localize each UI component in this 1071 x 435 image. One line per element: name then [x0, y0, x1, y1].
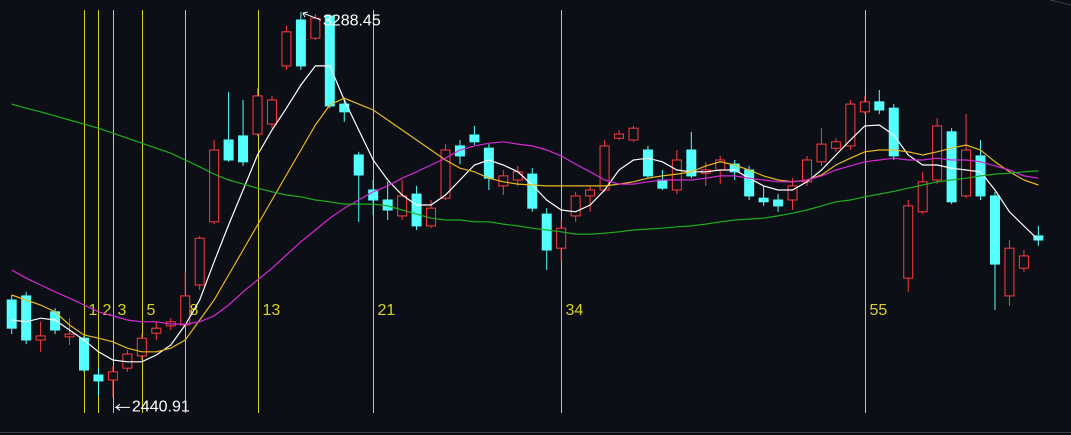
candle-body — [21, 295, 32, 341]
candle-body — [614, 133, 625, 139]
candle-body — [136, 337, 147, 357]
candle-body — [454, 145, 465, 157]
candle-body — [64, 333, 75, 338]
candle-body — [483, 147, 494, 179]
high-label: 3288.45 — [323, 12, 381, 29]
candle-body — [469, 134, 480, 143]
candle-body — [570, 195, 581, 217]
candle-body — [107, 371, 118, 381]
candle-body — [238, 135, 249, 163]
candle-body — [252, 95, 263, 135]
candle-body — [744, 169, 755, 197]
candle-body — [556, 227, 567, 249]
candle-body — [266, 99, 277, 125]
candle-body — [541, 213, 552, 251]
candle-body — [1004, 247, 1015, 297]
time-line-label: 13 — [263, 302, 281, 319]
candle-body — [35, 335, 46, 341]
candle-body — [917, 181, 928, 213]
candle-body — [151, 327, 162, 334]
candle-body — [209, 149, 220, 223]
candle-body — [397, 195, 408, 217]
candle-body — [816, 143, 827, 163]
candle-body — [657, 179, 668, 189]
candle-body — [310, 17, 321, 39]
candle-body — [585, 189, 596, 197]
candle-body — [830, 141, 841, 149]
candle-body — [628, 127, 639, 141]
candle-body — [79, 337, 89, 371]
candle-body — [946, 131, 957, 203]
candle-body — [729, 163, 740, 173]
ma-line — [11, 103, 1039, 235]
candle-body — [440, 149, 451, 199]
candle-body — [93, 374, 104, 382]
candle-body — [845, 103, 856, 147]
time-line-label: 5 — [147, 302, 156, 319]
time-line-label: 3 — [118, 302, 127, 319]
candle-body — [874, 101, 885, 111]
candle-body — [1018, 255, 1029, 269]
candle-body — [295, 19, 306, 67]
candle-body — [353, 154, 364, 176]
candle-body — [527, 173, 538, 209]
candle-body — [686, 149, 697, 177]
corner-mark — [1049, 0, 1071, 6]
candle-body — [859, 101, 870, 113]
candle-body — [512, 171, 523, 181]
high-arrow — [302, 11, 322, 21]
time-line-label: 34 — [566, 302, 584, 319]
candle-body — [888, 107, 899, 157]
candle-body — [903, 205, 914, 279]
candle-body — [411, 193, 422, 227]
candle-body — [989, 195, 1000, 265]
low-label: 2440.91 — [132, 399, 190, 416]
low-arrow — [114, 403, 130, 411]
ma-line — [11, 141, 1039, 325]
candle-body — [324, 15, 335, 107]
time-line-label: 55 — [870, 302, 888, 319]
candle-body — [758, 197, 769, 203]
time-line-label: 21 — [378, 302, 396, 319]
ma-line — [11, 97, 1039, 353]
candle-body — [642, 149, 653, 177]
candle-body — [773, 199, 784, 207]
candle-body — [599, 145, 610, 191]
candle-body — [281, 31, 292, 67]
candle-body — [787, 185, 798, 201]
candle-body — [194, 237, 205, 286]
candle-body — [6, 299, 17, 329]
candle-body — [223, 139, 234, 161]
ma-line — [11, 65, 1039, 363]
candle-body — [961, 149, 972, 197]
time-line-label: 1 — [89, 302, 98, 319]
time-line-label: 2 — [103, 302, 112, 319]
